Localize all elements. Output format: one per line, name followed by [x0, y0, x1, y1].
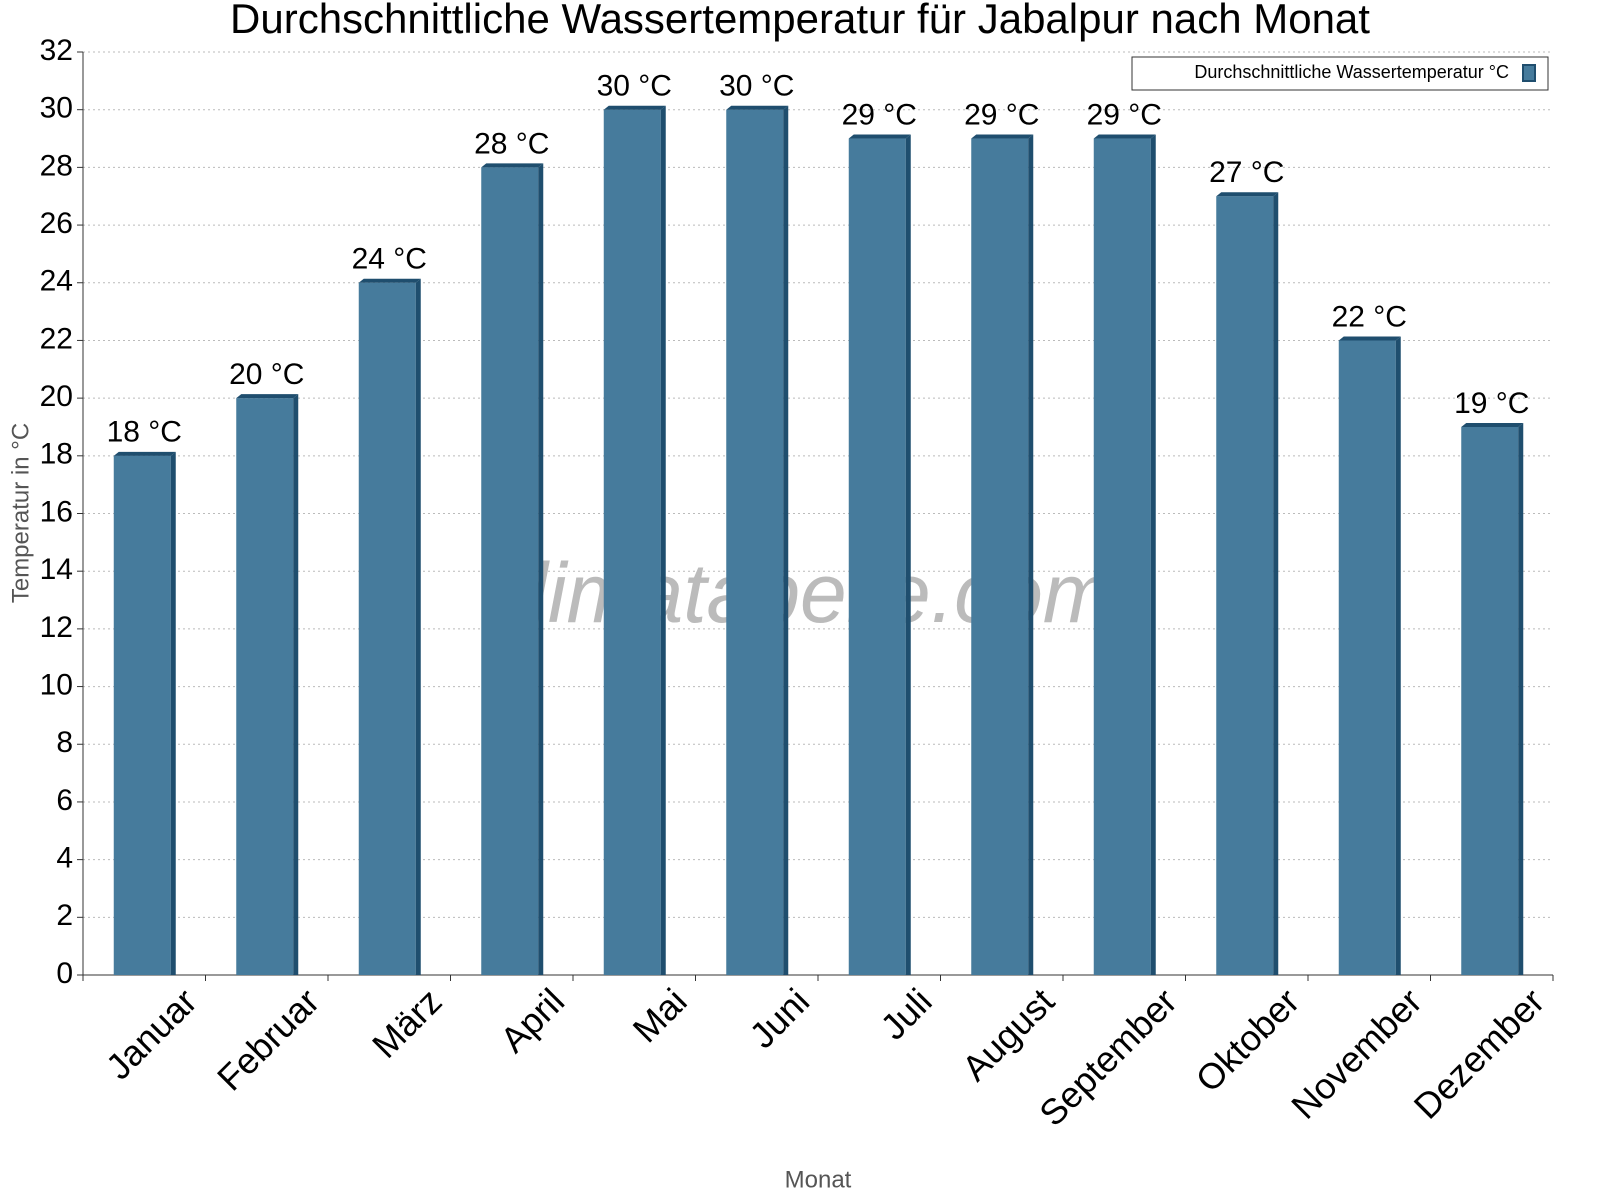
bar-top [1216, 192, 1279, 197]
bar-top [236, 394, 299, 399]
bar-top [1093, 134, 1156, 139]
y-tick-label: 2 [56, 899, 73, 932]
y-tick-label: 12 [40, 611, 73, 644]
y-tick-label: 4 [56, 842, 73, 875]
bar [236, 398, 294, 975]
y-axis-label: Temperatur in °C [7, 423, 34, 603]
bar-side [1518, 422, 1524, 975]
bar [726, 109, 784, 975]
legend-swatch [1522, 64, 1536, 82]
bar-side [538, 163, 544, 975]
bar-side [660, 105, 666, 975]
bar-side [1028, 134, 1034, 975]
bar-side [905, 134, 911, 975]
y-tick-label: 16 [40, 495, 73, 528]
bar-top [971, 134, 1034, 139]
bar [1461, 426, 1519, 975]
bar-side [1150, 134, 1156, 975]
x-tick-label: August [954, 980, 1062, 1088]
bar-top [358, 278, 421, 283]
legend-label: Durchschnittliche Wassertemperatur °C [1194, 62, 1509, 82]
bar-side [170, 451, 176, 975]
value-label: 27 °C [1209, 156, 1284, 189]
bar [358, 282, 416, 975]
bar-top [726, 105, 789, 110]
y-tick-label: 0 [56, 957, 73, 990]
bar [971, 138, 1029, 975]
bar [1216, 196, 1274, 975]
x-tick-label: Dezember [1406, 980, 1552, 1126]
value-label: 22 °C [1332, 300, 1407, 333]
x-tick-label: Januar [98, 980, 205, 1087]
bar-top [1338, 336, 1401, 341]
x-axis-label: Monat [785, 1166, 852, 1193]
value-label: 20 °C [229, 358, 304, 391]
bar [848, 138, 906, 975]
bar-side [1395, 336, 1401, 975]
y-tick-label: 24 [40, 265, 73, 298]
x-tick-label: Juni [741, 980, 817, 1056]
y-tick-label: 14 [40, 553, 73, 586]
x-tick-label: November [1283, 980, 1429, 1126]
x-tick-label: März [364, 980, 450, 1066]
value-label: 19 °C [1454, 387, 1529, 420]
bar-top [113, 451, 176, 456]
bar [1338, 340, 1396, 975]
bar-side [783, 105, 789, 975]
y-tick-label: 20 [40, 380, 73, 413]
bar [1093, 138, 1151, 975]
value-label: 28 °C [474, 127, 549, 160]
bar [113, 455, 171, 975]
x-tick-label: Mai [625, 980, 695, 1050]
x-tick-label: Oktober [1188, 980, 1308, 1100]
x-tick-label: Februar [209, 980, 327, 1098]
bar-side [415, 278, 421, 975]
y-tick-label: 18 [40, 438, 73, 471]
y-tick-label: 28 [40, 149, 73, 182]
bar-top [603, 105, 666, 110]
y-tick-label: 26 [40, 207, 73, 240]
legend-box [1131, 56, 1549, 91]
chart-title: Durchschnittliche Wassertemperatur für J… [230, 0, 1370, 42]
value-label: 30 °C [597, 70, 672, 103]
value-label: 29 °C [1087, 98, 1162, 131]
y-tick-label: 30 [40, 92, 73, 125]
y-tick-label: 6 [56, 784, 73, 817]
x-tick-label: April [492, 980, 572, 1060]
y-tick-label: 8 [56, 726, 73, 759]
x-tick-label: Juli [872, 980, 939, 1047]
value-label: 18 °C [107, 416, 182, 449]
bar-top [848, 134, 911, 139]
bar-top [481, 163, 544, 168]
value-label: 24 °C [352, 243, 427, 276]
value-label: 29 °C [964, 98, 1039, 131]
bar-side [293, 394, 299, 975]
value-label: 29 °C [842, 98, 917, 131]
bar-top [1461, 422, 1524, 427]
bar [603, 109, 661, 975]
bar [481, 167, 539, 975]
value-label: 30 °C [719, 70, 794, 103]
y-tick-label: 10 [40, 668, 73, 701]
y-tick-label: 22 [40, 322, 73, 355]
bar-side [1273, 192, 1279, 975]
y-tick-label: 32 [40, 34, 73, 67]
